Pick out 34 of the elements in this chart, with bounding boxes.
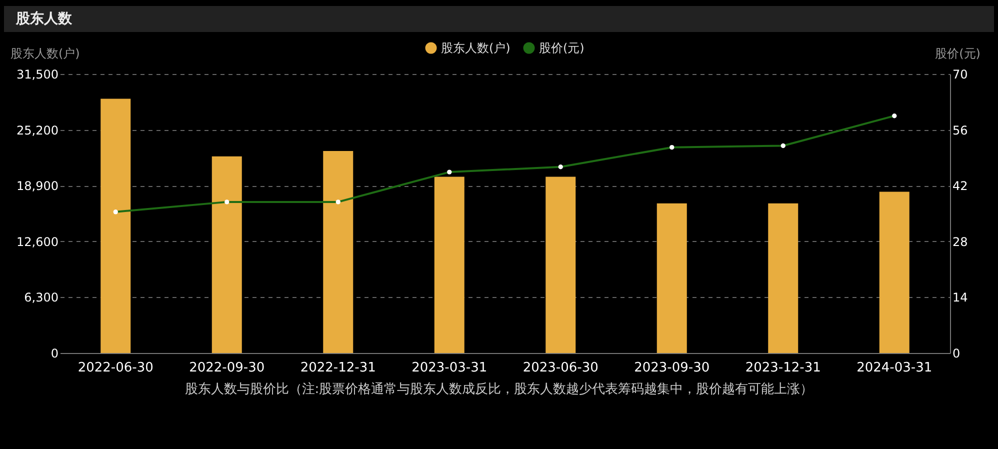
y-tick-label: 31,500 — [16, 68, 58, 82]
bar — [768, 203, 798, 353]
y-tick-label: 0 — [50, 346, 58, 360]
y-tick-label: 18,900 — [16, 179, 58, 194]
x-tick-label: 2024-03-31 — [856, 360, 932, 376]
bar — [879, 192, 910, 353]
x-tick-label: 2022-06-30 — [78, 360, 154, 376]
y2-axis-title: 股价(元) — [935, 46, 980, 60]
y2-tick-label: 70 — [952, 68, 968, 82]
bar — [212, 156, 242, 353]
y2-tick-label: 28 — [952, 234, 968, 249]
y-axis-title: 股东人数(户) — [10, 46, 80, 60]
bar — [323, 151, 354, 353]
y2-tick-label: 42 — [952, 179, 968, 194]
y2-tick-label: 14 — [952, 290, 968, 305]
bar — [656, 203, 687, 353]
y-tick-label: 12,600 — [16, 234, 58, 249]
x-tick-label: 2023-03-31 — [412, 360, 488, 376]
bar — [434, 176, 464, 353]
bar — [546, 176, 576, 353]
y-tick-label: 6,300 — [24, 290, 58, 305]
x-tick-label: 2022-12-31 — [300, 360, 376, 376]
bar — [100, 98, 131, 353]
x-tick-label: 2023-06-30 — [522, 360, 598, 376]
x-tick-label: 2023-12-31 — [745, 360, 821, 376]
y-tick-label: 25,200 — [16, 123, 58, 138]
x-tick-label: 2022-09-30 — [189, 360, 265, 376]
y2-tick-label: 0 — [952, 346, 960, 360]
chart-title: 股东人数 — [4, 6, 994, 32]
x-tick-label: 2023-09-30 — [634, 360, 710, 376]
legend-label: 股东人数(户) — [441, 41, 510, 55]
legend-label: 股价(元) — [539, 41, 584, 55]
y2-tick-label: 56 — [952, 123, 968, 138]
text: 股东人数与股价比（注:股票价格通常与股东人数成反比，股东人数越少代表筹码越集中，股价越有可能上涨） — [184, 381, 814, 398]
